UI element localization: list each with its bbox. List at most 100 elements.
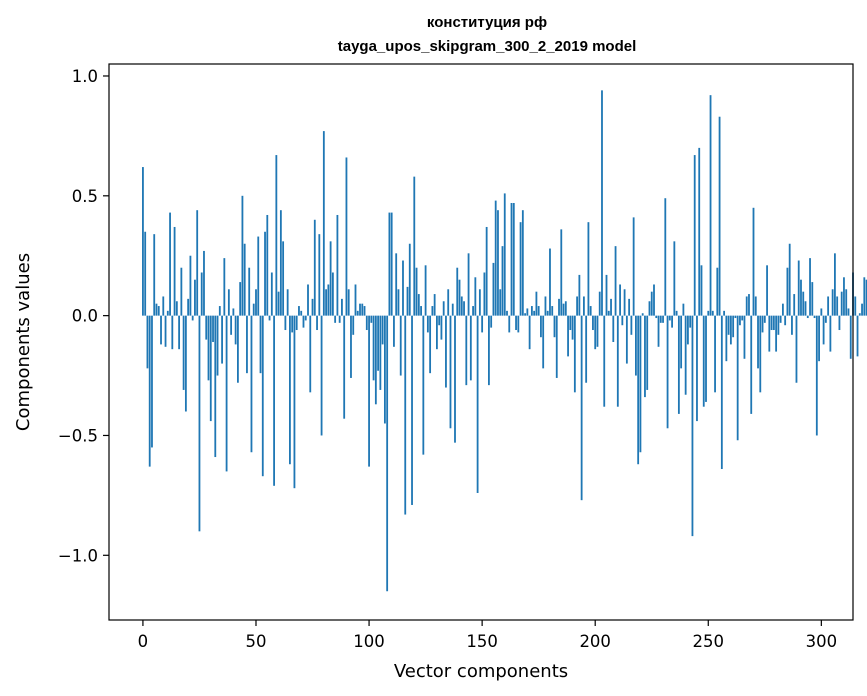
bar (259, 315, 262, 374)
bar (508, 315, 511, 333)
bar (573, 315, 576, 393)
bar (469, 315, 472, 381)
bar (605, 274, 608, 316)
bar (501, 246, 504, 316)
bar (546, 310, 549, 316)
bar (553, 315, 556, 338)
bar (625, 315, 628, 364)
bar (338, 315, 341, 323)
bar (221, 315, 223, 364)
bar (865, 279, 867, 316)
bar (318, 234, 321, 316)
bar (714, 315, 716, 393)
bar (467, 253, 470, 316)
bar (766, 265, 768, 316)
bar (205, 315, 208, 340)
bar (603, 315, 606, 407)
bar (499, 289, 502, 316)
bar (361, 303, 364, 316)
bar (564, 301, 567, 316)
bar (653, 284, 655, 316)
chart-subtitle: tayga_upos_skipgram_300_2_2019 model (338, 38, 637, 55)
bar (856, 315, 859, 357)
x-tick-label: 50 (245, 632, 266, 651)
bar (515, 315, 517, 331)
bar (530, 306, 533, 316)
bar (729, 315, 732, 345)
bar (718, 116, 721, 316)
bar (675, 310, 678, 316)
bar (861, 303, 863, 316)
bar (555, 315, 558, 378)
bar (662, 315, 664, 323)
bar (551, 306, 554, 316)
bar (847, 308, 850, 316)
bar (741, 315, 744, 321)
bar (533, 310, 536, 316)
bar (191, 315, 194, 321)
bar (822, 315, 825, 345)
bar (218, 306, 221, 316)
bar (209, 315, 212, 422)
bar (698, 147, 701, 316)
bar (406, 286, 409, 316)
bar (639, 315, 642, 453)
bar (863, 277, 866, 316)
bar (524, 313, 526, 316)
bar (562, 303, 565, 316)
bar (725, 315, 728, 362)
plot-area (109, 64, 853, 620)
bar (447, 289, 450, 316)
bar (770, 315, 773, 331)
bar (598, 291, 601, 316)
y-tick-label: 0.5 (72, 187, 98, 206)
bar (223, 258, 226, 316)
bar (750, 315, 753, 414)
bar (216, 315, 219, 376)
bar (212, 315, 214, 342)
bar (680, 315, 683, 369)
bar (189, 255, 192, 316)
bar (476, 315, 479, 493)
bar (347, 289, 350, 316)
bar (517, 315, 520, 333)
bar (521, 210, 524, 316)
bar (363, 306, 366, 316)
bar (458, 279, 461, 316)
bar (311, 298, 314, 316)
bar (438, 315, 441, 326)
bar (320, 315, 323, 436)
bar (184, 315, 187, 412)
bar (587, 222, 590, 316)
bar (716, 267, 719, 316)
bar (709, 95, 712, 316)
x-tick-label: 150 (466, 632, 498, 651)
bar (745, 296, 748, 316)
bar (854, 296, 857, 316)
bar (327, 284, 330, 316)
bar (727, 315, 730, 335)
bar (232, 308, 235, 316)
bar (302, 315, 305, 328)
bar (786, 267, 789, 316)
bar (169, 212, 171, 316)
bar (329, 241, 332, 316)
bar (768, 315, 771, 352)
bar (494, 200, 497, 316)
bar (687, 315, 689, 345)
bar (621, 315, 624, 326)
bar (341, 298, 343, 316)
bar (849, 315, 852, 359)
bar (250, 315, 253, 453)
bar (585, 315, 588, 383)
bar (411, 315, 413, 505)
bar (162, 296, 165, 316)
bar (365, 315, 368, 331)
bar (809, 258, 811, 316)
bar (811, 282, 814, 316)
bar (393, 315, 395, 347)
bar (506, 310, 508, 316)
bar (275, 155, 278, 316)
bar (273, 315, 275, 486)
